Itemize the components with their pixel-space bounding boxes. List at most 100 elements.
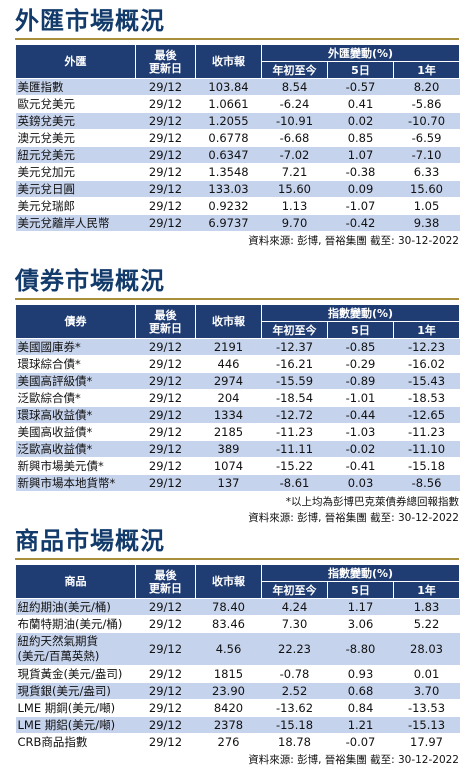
five-day-cell: 1.07 xyxy=(327,146,394,164)
fx-rows: 美匯指數 29/12 103.84 8.54 -0.57 8.20 歐元兌美元 29/12 1.… xyxy=(15,78,460,232)
table-row: 環球綜合債* 29/12 446 -16.21 -0.29 -16.02 xyxy=(15,355,460,373)
close-cell: 2378 xyxy=(195,716,262,734)
table-row: 英鎊兌美元 29/12 1.2055 -10.91 0.02 -10.70 xyxy=(15,112,460,130)
ytd-cell: 22.23 xyxy=(261,632,328,666)
ytd-cell: -7.02 xyxy=(261,146,328,164)
close-cell: 1.2055 xyxy=(195,112,262,130)
five-day-cell: 0.41 xyxy=(327,95,394,113)
ytd-cell: -12.37 xyxy=(261,338,328,356)
ytd-cell: 8.54 xyxy=(261,78,328,96)
date-cell: 29/12 xyxy=(135,733,196,751)
close-cell: 78.40 xyxy=(195,598,262,616)
commodity-header-close: 收市報 xyxy=(195,564,262,599)
fx-header-5d: 5日 xyxy=(327,61,394,79)
ytd-cell: -8.61 xyxy=(261,474,328,492)
name-cell: 紐約天然氣期貨 (美元/百萬英熱) xyxy=(15,632,136,666)
table-row: LME 期銅(美元/噸) 29/12 8420 -13.62 0.84 -13.53 xyxy=(15,699,460,717)
bond-header-5d: 5日 xyxy=(327,321,394,339)
name-cell: 美元兌瑞郎 xyxy=(15,197,136,215)
five-day-cell: 1.21 xyxy=(327,716,394,734)
commodity-header-date: 最後 更新日 xyxy=(135,564,196,599)
name-cell: 新興市場本地貨幣* xyxy=(15,474,136,492)
close-cell: 1.3548 xyxy=(195,163,262,181)
one-year-cell: -6.59 xyxy=(393,129,460,147)
five-day-cell: -0.44 xyxy=(327,406,394,424)
ytd-cell: -11.23 xyxy=(261,423,328,441)
ytd-cell: -6.68 xyxy=(261,129,328,147)
date-cell: 29/12 xyxy=(135,682,196,700)
ytd-cell: -15.22 xyxy=(261,457,328,475)
table-row: 環球高收益債* 29/12 1334 -12.72 -0.44 -12.65 xyxy=(15,406,460,424)
ytd-cell: -11.11 xyxy=(261,440,328,458)
table-row: 布蘭特期油(美元/桶) 29/12 83.46 7.30 3.06 5.22 xyxy=(15,615,460,633)
fx-header-group: 外匯變動(%) xyxy=(260,44,461,62)
date-cell: 29/12 xyxy=(135,338,196,356)
five-day-cell: -0.07 xyxy=(327,733,394,751)
fx-header-ytd: 年初至今 xyxy=(261,61,328,79)
date-cell: 29/12 xyxy=(135,615,196,633)
close-cell: 2191 xyxy=(195,338,262,356)
close-cell: 83.46 xyxy=(195,615,262,633)
five-day-cell: -0.29 xyxy=(327,355,394,373)
five-day-cell: -0.89 xyxy=(327,372,394,390)
date-cell: 29/12 xyxy=(135,632,196,666)
ytd-cell: -13.62 xyxy=(261,699,328,717)
five-day-cell: 0.09 xyxy=(327,180,394,198)
five-day-cell: -0.42 xyxy=(327,214,394,232)
fx-header-1y: 1年 xyxy=(392,61,461,79)
table-row: 美元兌加元 29/12 1.3548 7.21 -0.38 6.33 xyxy=(15,163,460,181)
five-day-cell: -0.38 xyxy=(327,163,394,181)
commodity-header-name: 商品 xyxy=(15,564,136,599)
ytd-cell: 4.24 xyxy=(261,598,328,616)
close-cell: 4.56 xyxy=(195,632,262,666)
five-day-cell: -1.03 xyxy=(327,423,394,441)
one-year-cell: 17.97 xyxy=(393,733,460,751)
bond-rows: 美國國庫券* 29/12 2191 -12.37 -0.85 -12.23 環球綜合債* 29… xyxy=(15,338,460,492)
table-row: 紐約期油(美元/桶) 29/12 78.40 4.24 1.17 1.83 xyxy=(15,598,460,616)
one-year-cell: 0.01 xyxy=(393,665,460,683)
ytd-cell: -10.91 xyxy=(261,112,328,130)
bond-header-ytd: 年初至今 xyxy=(261,321,328,339)
close-cell: 446 xyxy=(195,355,262,373)
bond-header-name: 債券 xyxy=(15,304,136,339)
table-row: 泛歐綜合債* 29/12 204 -18.54 -1.01 -18.53 xyxy=(15,389,460,407)
close-cell: 1074 xyxy=(195,457,262,475)
commodity-rows: 紐約期油(美元/桶) 29/12 78.40 4.24 1.17 1.83 布蘭特期油(美元… xyxy=(15,598,460,751)
close-cell: 0.9232 xyxy=(195,197,262,215)
table-row: 歐元兌美元 29/12 1.0661 -6.24 0.41 -5.86 xyxy=(15,95,460,113)
table-row: 現貨銀(美元/盎司) 29/12 23.90 2.52 0.68 3.70 xyxy=(15,682,460,700)
date-cell: 29/12 xyxy=(135,474,196,492)
fx-section: 外匯市場概況 外匯 最後 更新日 收市報 外匯變動(%) 年初至今 5日 1年 … xyxy=(15,6,461,248)
close-cell: 204 xyxy=(195,389,262,407)
table-row: 美元兌瑞郎 29/12 0.9232 1.13 -1.07 1.05 xyxy=(15,197,460,215)
one-year-cell: -12.65 xyxy=(393,406,460,424)
table-row: 美元兌離岸人民幣 29/12 6.9737 9.70 -0.42 9.38 xyxy=(15,214,460,232)
date-cell: 29/12 xyxy=(135,440,196,458)
bond-title-rule xyxy=(15,298,459,300)
date-cell: 29/12 xyxy=(135,372,196,390)
bond-header-date: 最後 更新日 xyxy=(135,304,196,339)
date-cell: 29/12 xyxy=(135,699,196,717)
name-cell: LME 期鋁(美元/噸) xyxy=(15,716,136,734)
commodity-header-group: 指數變動(%) xyxy=(260,564,461,582)
ytd-cell: 7.21 xyxy=(261,163,328,181)
date-cell: 29/12 xyxy=(135,163,196,181)
five-day-cell: 0.93 xyxy=(327,665,394,683)
table-row: 新興市場美元債* 29/12 1074 -15.22 -0.41 -15.18 xyxy=(15,457,460,475)
table-row: 紐約天然氣期貨 (美元/百萬英熱) 29/12 4.56 22.23 -8.80 28.0… xyxy=(15,632,460,666)
one-year-cell: -5.86 xyxy=(393,95,460,113)
bond-source: 資料來源: 彭博, 晉裕集團 截至: 30-12-2022 xyxy=(248,512,459,524)
five-day-cell: 0.68 xyxy=(327,682,394,700)
close-cell: 6.9737 xyxy=(195,214,262,232)
close-cell: 0.6347 xyxy=(195,146,262,164)
one-year-cell: -8.56 xyxy=(393,474,460,492)
table-row: 美匯指數 29/12 103.84 8.54 -0.57 8.20 xyxy=(15,78,460,96)
table-row: 美國高評級債* 29/12 2974 -15.59 -0.89 -15.43 xyxy=(15,372,460,390)
close-cell: 1.0661 xyxy=(195,95,262,113)
commodity-section: 商品市場概況 商品 最後 更新日 收市報 指數變動(%) 年初至今 5日 1年 … xyxy=(15,526,461,767)
name-cell: 美元兌日圓 xyxy=(15,180,136,198)
ytd-cell: -6.24 xyxy=(261,95,328,113)
one-year-cell: -11.10 xyxy=(393,440,460,458)
ytd-cell: 1.13 xyxy=(261,197,328,215)
date-cell: 29/12 xyxy=(135,146,196,164)
